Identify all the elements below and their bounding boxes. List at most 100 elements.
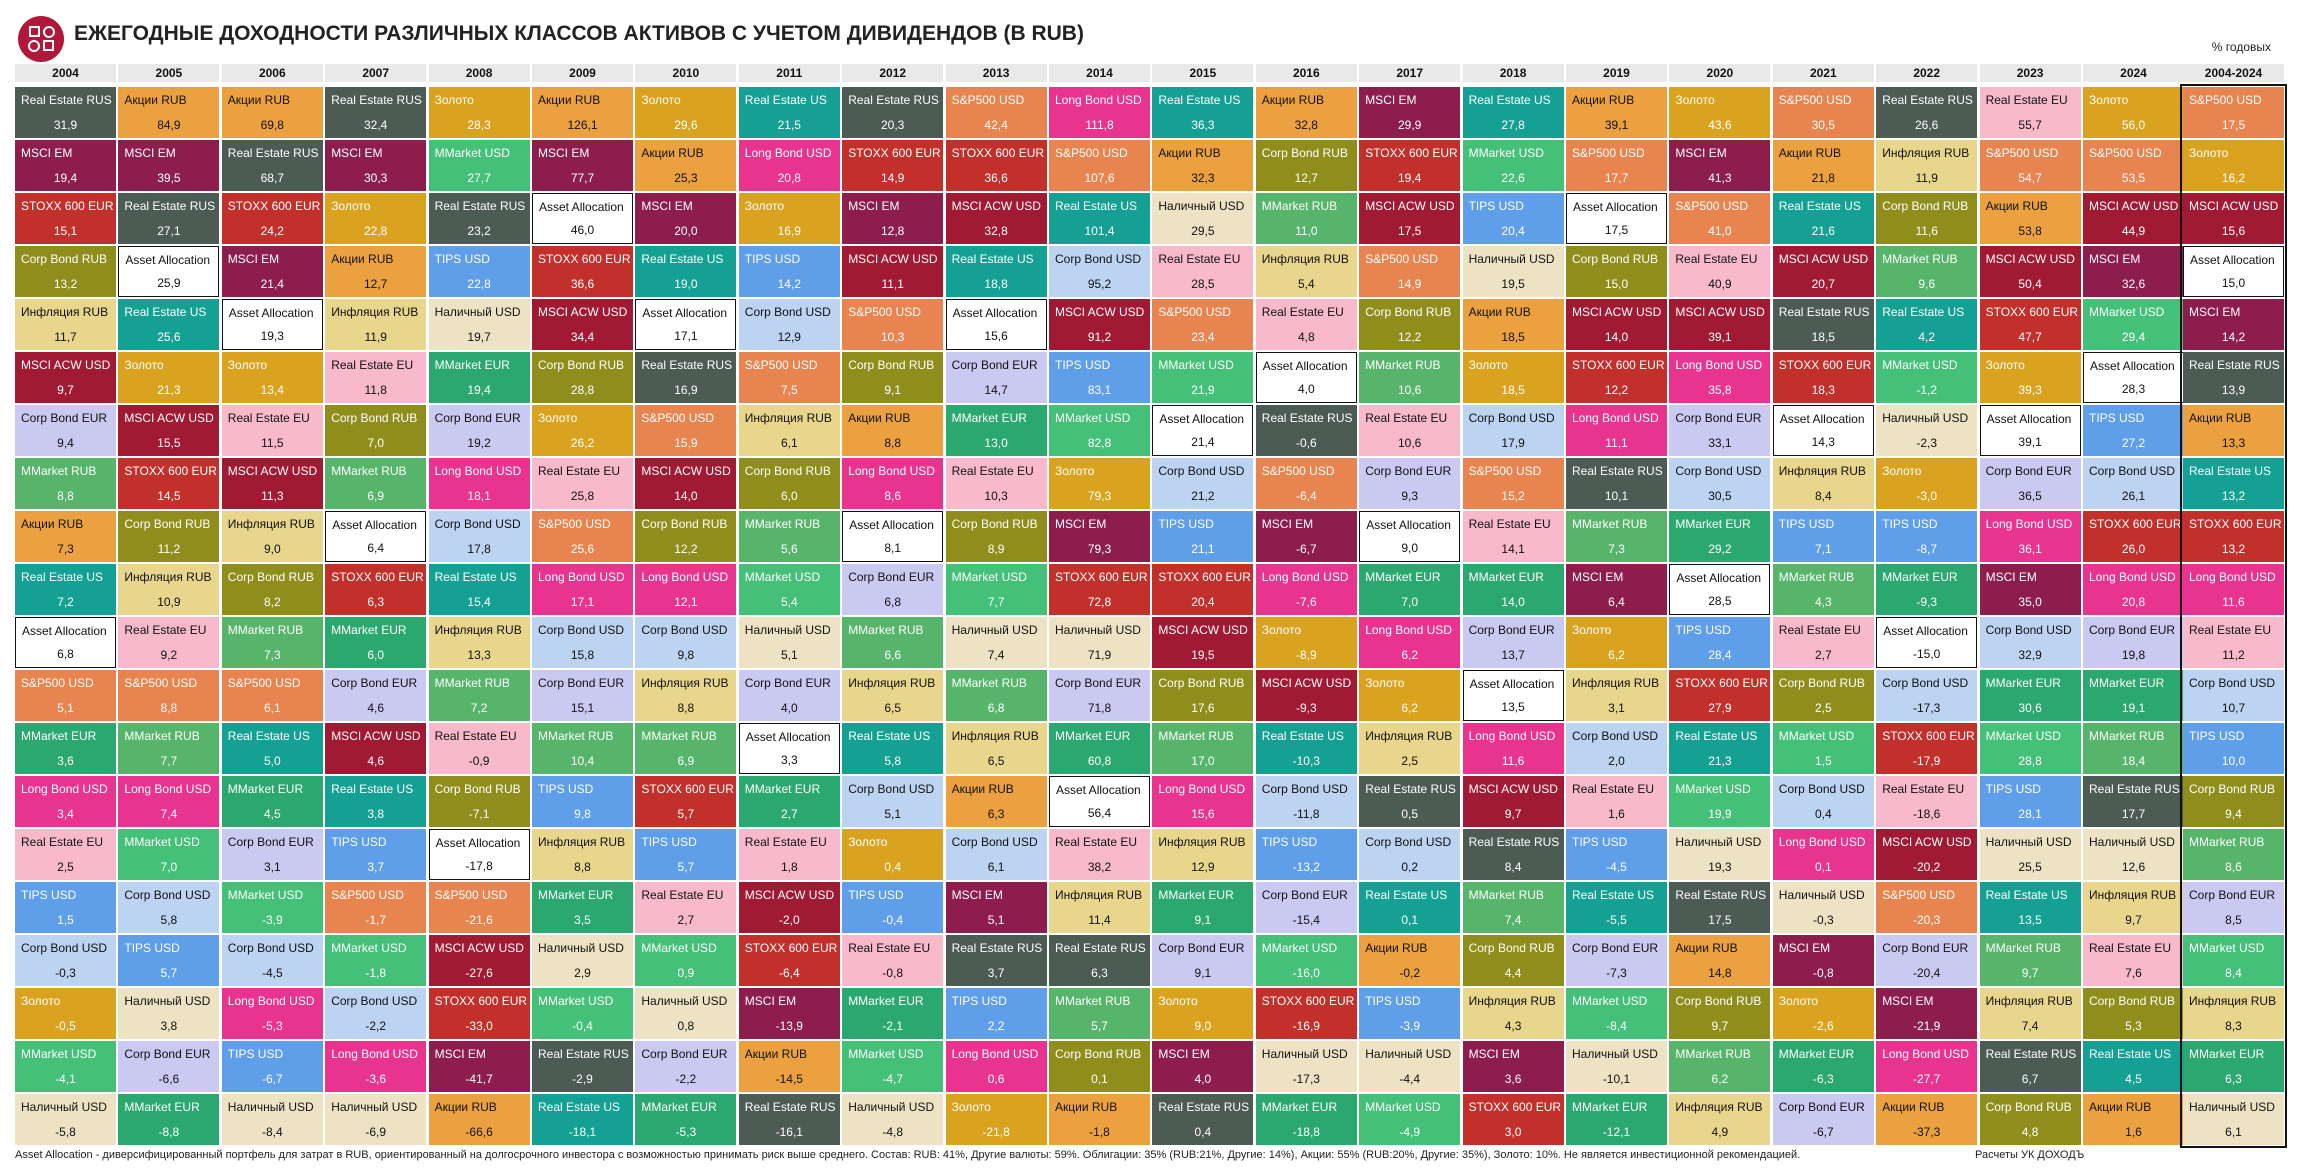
asset-name: Corp Bond EUR <box>1365 464 1452 478</box>
asset-name: MMarket EUR <box>2189 1047 2265 1061</box>
asset-name: Золото <box>1261 623 1302 637</box>
asset-name: Real Estate US <box>1365 888 1448 902</box>
cell: Акции RUB 14,8 <box>1669 935 1771 986</box>
cell: Real Estate EU 11,8 <box>325 352 427 403</box>
asset-name: Наличный USD <box>2189 1100 2275 1114</box>
asset-name: MMarket RUB <box>641 729 717 743</box>
cell: Real Estate US -18,1 <box>532 1094 633 1145</box>
return-value: 25,5 <box>2018 860 2042 874</box>
return-value: 36,1 <box>2018 542 2042 556</box>
asset-name: TIPS USD <box>434 252 490 266</box>
return-value: 21,2 <box>1191 489 1215 503</box>
cell: Real Estate RUS 27,1 <box>118 193 220 244</box>
asset-name: Asset Allocation <box>745 730 831 744</box>
return-value: 9,0 <box>1401 541 1419 555</box>
cell: Real Estate RUS 8,4 <box>1462 829 1564 880</box>
return-value: 16,9 <box>674 383 698 397</box>
asset-name: MSCI ACW USD <box>124 411 214 425</box>
source: Расчеты УК ДОХОДЪ <box>1975 1149 2085 1161</box>
cell: Золото 0,4 <box>842 829 944 880</box>
asset-name: S&P500 USD <box>1882 888 1955 902</box>
return-value: 8,8 <box>160 701 178 715</box>
cell: Asset Allocation 15,0 <box>2183 246 2284 297</box>
asset-name: Corp Bond USD <box>331 994 418 1008</box>
cell: MSCI EM 41,3 <box>1669 140 1771 191</box>
asset-name: Золото <box>1158 994 1198 1008</box>
asset-name: Наличный USD <box>434 305 521 319</box>
cell: TIPS USD -4,5 <box>1566 829 1667 880</box>
logo <box>18 16 64 62</box>
return-value: 0,4 <box>1814 807 1832 821</box>
asset-name: MMarket USD <box>2089 305 2165 319</box>
return-value: 3,3 <box>780 753 798 767</box>
asset-name: Corp Bond USD <box>951 835 1038 849</box>
asset-name: MMarket EUR <box>744 782 821 796</box>
cell: Инфляция RUB 11,9 <box>1876 140 1978 191</box>
return-value: 5,1 <box>884 807 902 821</box>
asset-name: Real Estate RUS <box>538 1047 629 1061</box>
cell: Asset Allocation 46,0 <box>532 193 633 244</box>
return-value: 8,8 <box>574 860 591 874</box>
asset-name: Наличный USD <box>1468 252 1555 266</box>
cell: Real Estate US 36,3 <box>1152 87 1254 138</box>
asset-name: Asset Allocation <box>332 518 417 532</box>
asset-name: Золото <box>1778 994 1819 1008</box>
asset-name: Corp Bond RUB <box>848 358 935 372</box>
cell: Золото -2,6 <box>1772 988 1874 1039</box>
asset-name: Corp Bond EUR <box>1778 1100 1865 1114</box>
asset-name: Золото <box>848 835 888 849</box>
cell: Real Estate RUS 68,7 <box>221 140 323 191</box>
asset-name: MSCI ACW USD <box>227 464 318 478</box>
asset-name: Real Estate US <box>538 1100 621 1114</box>
return-value: -0,8 <box>882 966 904 980</box>
return-value: 5,3 <box>2125 1019 2142 1033</box>
return-value: 7,6 <box>2125 966 2142 980</box>
cell: Real Estate EU 10,3 <box>945 458 1047 509</box>
cell: STOXX 600 EUR 20,4 <box>1152 564 1254 615</box>
asset-name: STOXX 600 EUR <box>1778 358 1872 372</box>
asset-name: Real Estate EU <box>744 835 827 849</box>
return-value: 6,2 <box>1401 648 1419 662</box>
cell: TIPS USD -0,4 <box>842 882 944 933</box>
cell: Long Bond USD 12,1 <box>635 564 737 615</box>
asset-name: Инфляция RUB <box>1261 252 1349 266</box>
return-value: 15,8 <box>570 648 595 662</box>
year-header: 2021 <box>1772 64 1874 82</box>
return-value: 9,1 <box>884 383 902 397</box>
asset-name: Long Bond USD <box>1055 93 1142 107</box>
return-value: -10,3 <box>1292 754 1320 768</box>
return-value: 8,4 <box>1504 860 1522 874</box>
year-header: 2012 <box>842 64 944 82</box>
return-value: -21,8 <box>982 1125 1010 1139</box>
asset-name: MMarket USD <box>1468 146 1544 160</box>
cell: Акции RUB 39,1 <box>1566 87 1667 138</box>
cell: Corp Bond EUR -20,4 <box>1876 935 1978 986</box>
asset-name: Real Estate EU <box>331 358 414 372</box>
return-value: 7,2 <box>470 701 488 715</box>
return-value: 13,3 <box>2221 436 2246 450</box>
cell: Corp Bond RUB 5,3 <box>2083 988 2184 1039</box>
cell: Инфляция RUB 9,7 <box>2083 882 2184 933</box>
asset-name: MMarket RUB <box>1882 252 1958 266</box>
return-value: 32,3 <box>1191 171 1215 185</box>
return-value: 13,9 <box>2221 383 2246 397</box>
return-value: 12,2 <box>674 542 698 556</box>
cell: STOXX 600 EUR 13,2 <box>2183 511 2284 562</box>
cell: S&P500 USD 23,4 <box>1152 299 1254 350</box>
asset-name: Corp Bond EUR <box>21 411 108 425</box>
return-value: 17,6 <box>1191 701 1215 715</box>
cell: MSCI EM 39,5 <box>118 140 220 191</box>
cell: MMarket EUR -18,8 <box>1255 1094 1357 1145</box>
return-value: -17,3 <box>1913 701 1941 715</box>
asset-name: Акции RUB <box>1882 1100 1945 1114</box>
asset-name: Real Estate US <box>1778 199 1861 213</box>
asset-name: Наличный USD <box>227 1100 314 1114</box>
cell: MMarket RUB 4,3 <box>1772 564 1874 615</box>
return-value: 8,8 <box>57 489 74 503</box>
return-value: -5,3 <box>675 1125 697 1139</box>
asset-name: Corp Bond EUR <box>1468 623 1555 637</box>
cell: Corp Bond RUB 9,4 <box>2183 776 2284 827</box>
asset-name: Corp Bond USD <box>641 623 728 637</box>
return-value: 13,2 <box>53 277 78 291</box>
asset-name: S&P500 USD <box>1055 146 1128 160</box>
